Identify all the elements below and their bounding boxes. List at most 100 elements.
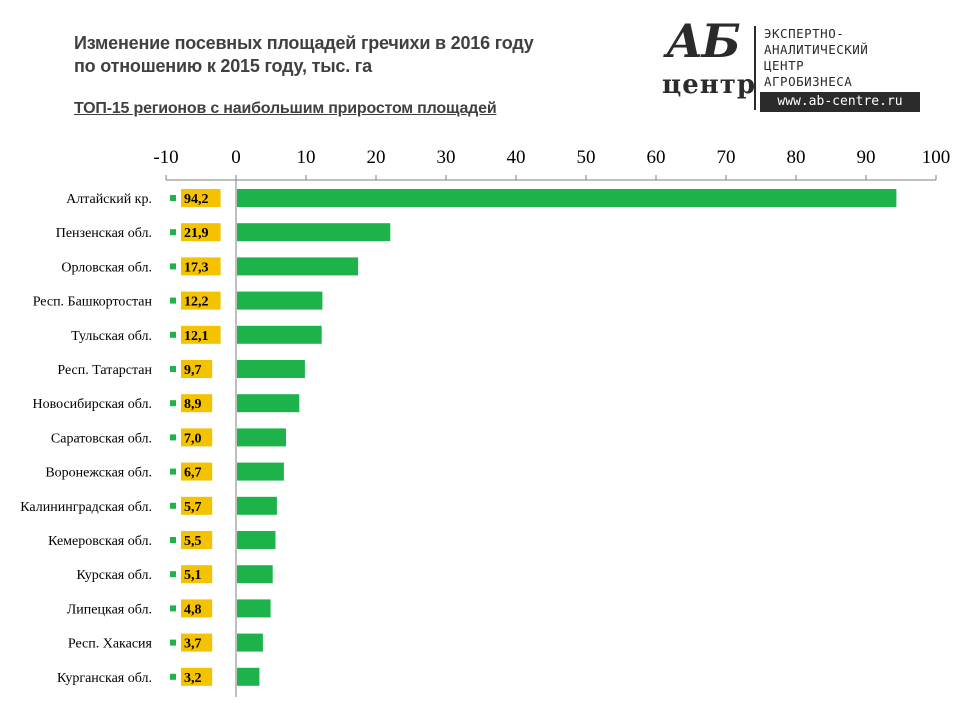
value-label-box [181, 531, 213, 549]
bar [237, 667, 260, 686]
value-label: 6,7 [184, 466, 202, 481]
chart-title-line2: по отношению к 2015 году, тыс. га [74, 56, 372, 76]
category-label: Курская обл. [76, 568, 152, 583]
value-label: 7,0 [184, 431, 202, 446]
value-label-box [181, 428, 213, 447]
x-tick-label: 60 [647, 147, 666, 168]
bar [237, 462, 284, 481]
logo-mark-letters: АБ [666, 14, 741, 68]
bar [237, 223, 391, 242]
value-label: 4,8 [184, 602, 202, 617]
value-label-box [181, 394, 213, 413]
x-tick-label: 50 [577, 147, 596, 168]
x-tick-label: 80 [787, 147, 806, 168]
category-label: Респ. Хакасия [68, 637, 153, 652]
value-label-box [181, 496, 213, 515]
value-label-box [181, 462, 213, 481]
bar [237, 428, 286, 447]
value-label-box [181, 633, 213, 652]
bar [237, 189, 897, 207]
value-key-square [170, 537, 176, 543]
chart-subtitle: ТОП-15 регионов с наибольшим приростом п… [74, 100, 497, 117]
category-label: Курганская обл. [57, 671, 152, 686]
value-key-square [170, 263, 176, 270]
value-label: 3,2 [184, 671, 202, 686]
logo-separator [754, 26, 756, 110]
category-label: Новосибирская обл. [32, 397, 152, 412]
x-tick-label: 10 [297, 147, 316, 168]
x-tick-label: 40 [507, 147, 526, 168]
ab-centre-logo: АБ центр ЭКСПЕРТНО- АНАЛИТИЧЕСКИЙ ЦЕНТР … [660, 14, 920, 112]
value-label: 12,2 [184, 295, 209, 310]
bar [237, 360, 305, 378]
value-label: 5,1 [184, 568, 202, 583]
value-key-square [170, 468, 176, 475]
logo-text-line: АНАЛИТИЧЕСКИЙ [764, 42, 869, 57]
category-label: Кемеровская обл. [48, 534, 152, 549]
value-key-square [170, 502, 176, 509]
value-label: 8,9 [184, 397, 202, 412]
value-label: 21,9 [184, 226, 209, 241]
chart-title: Изменение посевных площадей гречихи в 20… [74, 32, 534, 78]
x-tick-label: 70 [717, 147, 736, 168]
bar [237, 531, 276, 549]
logo-text-line: ЭКСПЕРТНО- [764, 26, 845, 41]
value-label: 9,7 [184, 363, 202, 378]
category-label: Респ. Башкортостан [33, 295, 153, 310]
category-label: Тульская обл. [71, 329, 152, 344]
value-key-square [170, 195, 176, 201]
bar [237, 394, 300, 413]
value-label-box [181, 189, 221, 207]
logo-text-line: ЦЕНТР [764, 58, 805, 73]
value-label-box [181, 257, 221, 276]
value-label-box [181, 223, 221, 242]
value-key-square [170, 571, 176, 578]
value-key-square [170, 400, 176, 407]
value-label-box [181, 667, 213, 686]
value-label: 94,2 [184, 192, 209, 207]
value-label: 12,1 [184, 329, 209, 344]
x-tick-label: 100 [922, 147, 951, 168]
bar [237, 565, 273, 584]
logo-url: www.ab-centre.ru [760, 92, 920, 112]
value-key-square [170, 639, 176, 646]
x-tick-label: -10 [153, 147, 178, 168]
value-key-square [170, 605, 176, 612]
category-label: Пензенская обл. [56, 226, 152, 241]
value-label-box [181, 291, 221, 310]
category-label: Воронежская обл. [45, 466, 152, 481]
logo-text: ЭКСПЕРТНО- АНАЛИТИЧЕСКИЙ ЦЕНТР АГРОБИЗНЕ… [764, 26, 868, 90]
logo-mark: АБ центр [660, 14, 755, 100]
value-key-square [170, 673, 176, 680]
category-label: Калининградская обл. [20, 500, 152, 515]
category-label: Алтайский кр. [66, 192, 152, 207]
value-label-box [181, 325, 221, 344]
value-label-box [181, 360, 213, 378]
category-label: Орловская обл. [61, 260, 152, 275]
bar [237, 496, 277, 515]
logo-mark-word: центр [662, 70, 757, 100]
value-key-square [170, 229, 176, 236]
value-label: 5,7 [184, 500, 202, 515]
value-label: 5,5 [184, 534, 202, 549]
category-label: Респ. Татарстан [57, 363, 152, 378]
x-tick-label: 90 [857, 147, 876, 168]
bar [237, 257, 359, 276]
logo-text-line: АГРОБИЗНЕСА [764, 74, 853, 89]
category-label: Липецкая обл. [67, 602, 152, 617]
value-key-square [170, 331, 176, 338]
bar [237, 325, 322, 344]
value-key-square [170, 366, 176, 372]
x-tick-label: 0 [231, 147, 241, 168]
value-label: 3,7 [184, 637, 202, 652]
value-label-box [181, 565, 213, 584]
value-key-square [170, 434, 176, 441]
chart-title-line1: Изменение посевных площадей гречихи в 20… [74, 33, 534, 53]
bar [237, 291, 323, 310]
category-label: Саратовская обл. [51, 431, 152, 446]
x-tick-label: 20 [367, 147, 386, 168]
bar [237, 633, 263, 652]
value-label-box [181, 599, 213, 618]
value-label: 17,3 [184, 260, 209, 275]
